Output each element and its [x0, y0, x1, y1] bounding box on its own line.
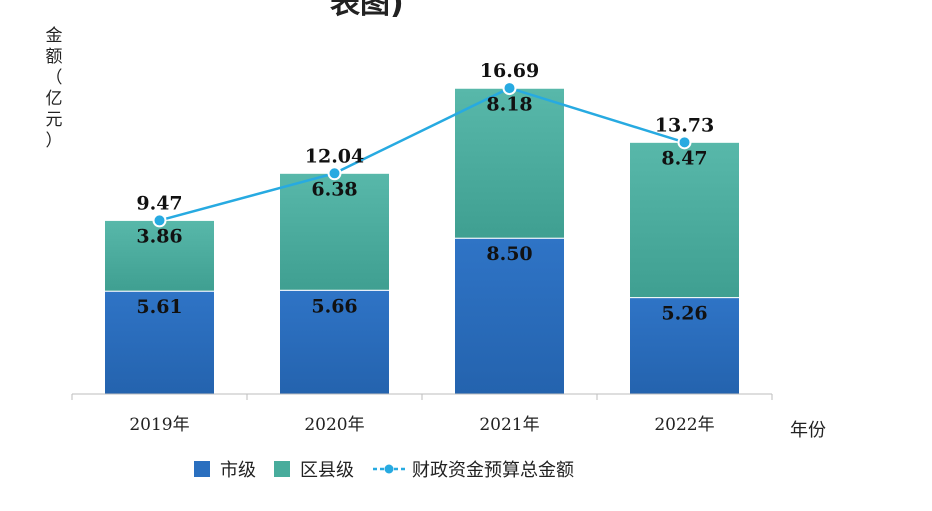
total-line	[159, 86, 685, 222]
bar-county	[629, 141, 740, 299]
y-axis-label-char: 亿	[45, 89, 63, 109]
data-label: 3.86	[136, 225, 182, 247]
legend-swatch-city	[194, 461, 210, 477]
data-label: 8.18	[486, 93, 532, 115]
legend-label-city: 市级	[220, 460, 256, 481]
data-label: 5.66	[311, 295, 357, 317]
legend: 市级 区县级 财政资金预算总金额	[194, 456, 592, 482]
data-label: 8.50	[486, 243, 532, 265]
bar-county	[104, 219, 215, 292]
x-tick-label: 2022年	[654, 415, 714, 435]
chart-title: 表图)	[330, 0, 404, 21]
total-line-point	[327, 166, 342, 181]
x-tick-label: 2020年	[304, 415, 364, 435]
total-label: 12.04	[305, 145, 365, 167]
x-axis-label: 年份	[790, 420, 826, 441]
total-line-point	[677, 135, 692, 150]
data-label: 5.61	[136, 296, 182, 318]
y-axis-label-char: （	[45, 68, 63, 88]
bar-county	[279, 172, 390, 291]
legend-label-county: 区县级	[300, 460, 354, 481]
legend-label-total: 财政资金预算总金额	[412, 460, 574, 481]
bar-city	[104, 290, 215, 395]
x-tick-label: 2019年	[129, 415, 189, 435]
data-label: 5.26	[661, 303, 707, 325]
total-label: 13.73	[655, 114, 715, 136]
bar-county	[454, 87, 565, 239]
bar-city	[629, 297, 740, 395]
y-axis-label-char: 额	[45, 47, 63, 67]
legend-item-county: 区县级	[274, 456, 354, 482]
y-axis-label-char: 元	[45, 110, 63, 130]
total-line-point	[152, 213, 167, 228]
total-label: 9.47	[136, 192, 182, 214]
total-label: 16.69	[480, 60, 540, 82]
y-axis-label-char: ）	[45, 131, 63, 151]
legend-swatch-county	[274, 461, 290, 477]
data-label: 6.38	[311, 178, 357, 200]
bar-city	[454, 237, 565, 395]
x-tick-label: 2021年	[479, 415, 539, 435]
legend-item-total: 财政资金预算总金额	[372, 456, 574, 482]
data-label: 8.47	[661, 147, 707, 169]
legend-item-city: 市级	[194, 456, 256, 482]
total-line-point	[502, 81, 517, 96]
y-axis-label-char: 金	[45, 26, 63, 46]
legend-swatch-total	[372, 461, 406, 477]
y-axis-label: 金 额 （ 亿 元 ）	[44, 26, 64, 152]
